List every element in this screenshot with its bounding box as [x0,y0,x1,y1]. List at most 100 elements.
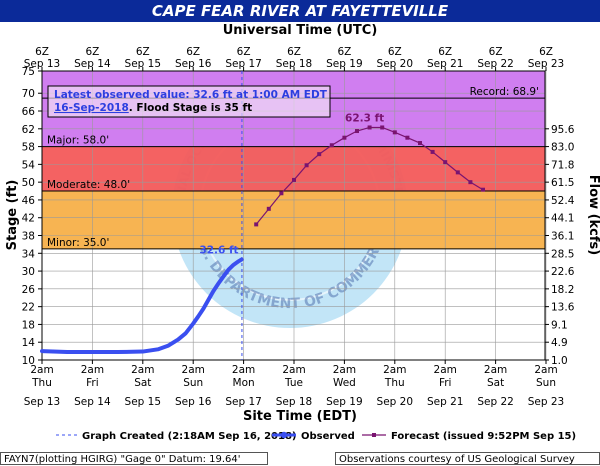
bottom-day-label: Thu [384,377,405,389]
latest-observed-info-box: Latest observed value: 32.6 ft at 1:00 A… [47,85,331,118]
chart-legend: Graph Created (2:18AM Sep 16, 2018) Obser… [56,431,576,442]
bottom-day-label: Sun [183,377,203,389]
bottom-hour-label: 2am [333,364,356,376]
flow-tick-label: 28.5 [551,248,574,260]
top-date-label: Sep 17 [225,58,262,70]
axis-titles: Stage (ft) Flow (kcfs) [5,175,600,255]
stage-tick-label: 42 [22,213,35,225]
moderate-label: Moderate: 48.0' [47,179,130,191]
major-label: Major: 58.0' [47,135,109,147]
forecast-point [455,170,460,175]
legend-forecast-label: Forecast (issued 9:52PM Sep 15) [391,431,576,442]
top-hour-label: 6Z [438,46,452,58]
forecast-point [292,177,296,182]
info-line-2-date: 16-Sep-2018 [54,102,129,114]
top-hour-label: 6Z [539,46,553,58]
bottom-axis-title: Site Time (EDT) [242,409,357,424]
stage-tick-label: 66 [22,106,36,118]
forecast-point [279,191,284,196]
forecast-point [304,163,309,168]
bottom-day-label: Wed [333,377,356,389]
stage-axis-title: Stage (ft) [5,180,20,251]
bottom-day-label: Mon [233,377,255,389]
bottom-date-label: Sep 18 [276,396,313,408]
forecast-point [317,152,322,157]
bottom-date-label: Sep 15 [125,396,162,408]
bottom-hour-label: 2am [434,364,457,376]
stage-tick-label: 22 [22,302,35,314]
stage-tick-label: 38 [22,231,35,243]
flow-tick-label: 36.1 [551,231,574,243]
stage-tick-label: 75 [22,66,35,78]
legend-observed-label: Observed [301,431,355,442]
minor-label: Minor: 35.0' [47,237,109,249]
bottom-date-label: Sep 17 [225,396,262,408]
moderate-band [42,191,545,249]
record-label: Record: 68.9' [470,86,539,98]
stage-tick-label: 30 [22,266,35,278]
bottom-day-label: Tue [284,377,303,389]
bottom-hour-label: 2am [383,364,406,376]
flow-tick-label: 9.1 [551,319,568,331]
forecast-point [329,143,334,148]
top-hour-label: 6Z [237,46,251,58]
top-hour-label: 6Z [186,46,200,58]
top-date-label: Sep 14 [74,58,111,70]
chart-grid [41,70,547,361]
bottom-date-label: Sep 19 [326,396,363,408]
bottom-date-label: Sep 22 [477,396,514,408]
title-banner [0,0,600,22]
info-line-2: 16-Sep-2018. Flood Stage is 35 ft [54,102,252,114]
legend-forecast-marker [372,433,376,437]
forecast-point [405,135,410,140]
flow-tick-label: 83.0 [551,142,574,154]
flow-tick-label: 44.1 [551,213,574,225]
top-date-label: Sep 19 [326,58,363,70]
top-date-label: Sep 18 [276,58,313,70]
flow-tick-label: 4.9 [551,337,568,349]
flow-axis-title: Flow (kcfs) [586,175,600,255]
chart-title: CAPE FEAR RIVER AT FAYETTEVILLE [151,2,449,20]
bottom-hour-label: 2am [182,364,205,376]
top-hour-label: 6Z [287,46,301,58]
bottom-day-label: Thu [31,377,52,389]
flow-axis-ticks: 1.0 4.9 9.1 13.6 18.2 22.6 28.5 36.1 44.1 52.4 61.… [545,124,575,367]
bottom-day-label: Sat [134,377,151,389]
footer-datum: FAYN7(plotting HGIRG) "Gage 0" Datum: 19… [0,452,268,465]
bottom-date-label: Sep 21 [427,396,464,408]
flow-tick-label: 1.0 [551,355,568,367]
stage-tick-label: 18 [22,319,35,331]
bottom-day-label: Sun [536,377,556,389]
flow-tick-label: 95.6 [551,124,575,136]
major-band [42,146,545,192]
top-hour-label: 6Z [337,46,351,58]
flow-tick-label: 22.6 [551,266,575,278]
flow-tick-label: 18.2 [551,284,574,296]
stage-tick-label: 10 [22,355,35,367]
forecast-point [481,187,485,192]
top-date-label: Sep 21 [427,58,464,70]
forecast-point [392,130,397,135]
stage-tick-label: 62 [22,124,35,136]
flow-tick-label: 13.6 [551,302,575,314]
info-box-frame [47,85,331,118]
top-date-label: Sep 13 [24,58,61,70]
info-line-2-rest: . Flood Stage is 35 ft [129,102,252,114]
forecast-point [342,135,347,140]
top-hour-label: 6Z [136,46,150,58]
forecast-point [418,141,422,146]
stage-tick-label: 14 [22,337,36,349]
bottom-day-label: Fri [86,377,99,389]
forecast-point [254,222,259,227]
stage-tick-label: 34 [22,248,36,260]
stage-tick-label: 26 [22,284,36,296]
top-date-label: Sep 22 [477,58,514,70]
bottom-date-label: Sep 23 [528,396,565,408]
top-date-label: Sep 23 [528,58,565,70]
bottom-day-label: Sat [487,377,504,389]
forecast-point [430,149,435,154]
forecast-point [380,125,385,130]
forecast-point [443,160,448,165]
